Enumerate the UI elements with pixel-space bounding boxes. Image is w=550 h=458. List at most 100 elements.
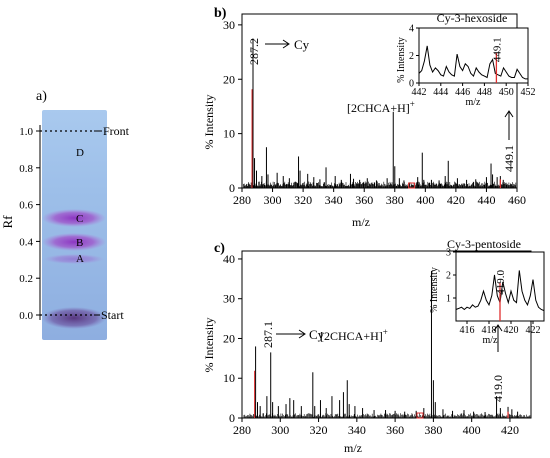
spectrum-c-cy-label: Cy bbox=[309, 327, 325, 342]
spectrum-c-matrix-label: [2CHCA+H]+ bbox=[320, 327, 388, 343]
tlc-tick-label: 0.4 bbox=[19, 236, 33, 248]
spectrum-c-matrix-sup: + bbox=[383, 327, 388, 337]
spectrum-b-cy-label: Cy bbox=[294, 37, 310, 52]
spectrum-b-matrix-label: [2CHCA+H]+ bbox=[347, 99, 415, 115]
spectrum-c-up-arrowhead bbox=[493, 324, 503, 332]
spectrum-b-inset-ytick-label: 4 bbox=[409, 24, 414, 35]
spectrum-c-ytick-label: 20 bbox=[223, 331, 235, 345]
spectrum-c-xtick-label: 300 bbox=[271, 423, 289, 437]
spectrum-b-inset-frame bbox=[418, 27, 529, 84]
spectrum-c-inset-xtick-label: 420 bbox=[504, 325, 519, 336]
spectrum-b-matrix-text: [2CHCA+H] bbox=[347, 101, 410, 115]
spectrum-c-xtick-label: 400 bbox=[463, 423, 481, 437]
spectrum-c-ylabel: % Intensity bbox=[202, 318, 216, 373]
tlc-axis-label: Rf bbox=[0, 215, 15, 229]
tlc-spot-label-d: D bbox=[76, 147, 84, 159]
start-label: Start bbox=[101, 308, 124, 322]
tlc-tick-label: 0.6 bbox=[19, 200, 33, 212]
spectrum-b-marker-box bbox=[408, 182, 416, 189]
tlc-spot-c bbox=[42, 209, 106, 227]
tlc-panel-label: a) bbox=[36, 89, 47, 104]
spectrum-b-inset-xtick-label: 448 bbox=[477, 87, 492, 98]
spectrum-c-xtick-label: 340 bbox=[348, 423, 366, 437]
spectrum-b-xtick-label: 320 bbox=[294, 193, 312, 207]
tlc-tick-label: 0.2 bbox=[19, 273, 33, 285]
spectrum-c-ytick-label: 30 bbox=[223, 292, 235, 306]
spectrum-c-xtick-label: 360 bbox=[386, 423, 404, 437]
spectrum-b-matrix-sup: + bbox=[410, 99, 415, 109]
spectrum-c-matrix-text: [2CHCA+H] bbox=[320, 329, 383, 343]
spectrum-b-xtick-label: 360 bbox=[355, 193, 373, 207]
tlc-spot-a bbox=[44, 254, 104, 264]
tlc-tick-label: 1.0 bbox=[19, 126, 33, 138]
spectrum-c-target-peak-label: 419.0 bbox=[491, 375, 505, 402]
spectrum-b-xtick-label: 420 bbox=[447, 193, 465, 207]
spectrum-c-arrowhead-cy bbox=[298, 329, 306, 339]
spectrum-c-inset-xtick-label: 422 bbox=[526, 325, 541, 336]
spectrum-c-ytick-label: 0 bbox=[229, 411, 235, 425]
spectrum-c-panel: c) 280 300 320 340 360 380 400 420 0 10 20 30 40 m/z… bbox=[202, 237, 545, 455]
tlc-spot-label-b: B bbox=[76, 237, 83, 249]
spectrum-b-panel: b) 280 300 320 340 360 380 400 420 440 4600102030… bbox=[202, 6, 536, 229]
spectrum-b-xtick-label: 280 bbox=[233, 193, 251, 207]
spectrum-b-arrowhead-cy bbox=[282, 39, 290, 49]
spectrum-c-inset-title: Cy-3-pentoside bbox=[447, 237, 521, 251]
tlc-tick-label: 0.8 bbox=[19, 163, 33, 175]
spectrum-b-inset-title: Cy-3-hexoside bbox=[437, 11, 508, 25]
spectrum-b-up-arrowhead bbox=[504, 110, 514, 118]
spectrum-b-xlabel: m/z bbox=[352, 215, 370, 229]
spectrum-b-inset-highlight-label: 449.1 bbox=[491, 37, 503, 62]
tlc-panel: a) Rf 1.0 0.8 0.6 0.4 0.2 0.0 Front Start D C… bbox=[0, 89, 130, 340]
spectrum-b-ylabel: % Intensity bbox=[202, 95, 216, 150]
spectrum-c-marker-box bbox=[416, 412, 424, 419]
spectrum-b-ytick-label: 0 bbox=[229, 181, 235, 195]
spectrum-b-ytick-label: 10 bbox=[223, 127, 235, 141]
tlc-spot-b bbox=[42, 233, 106, 251]
spectrum-b-label: b) bbox=[214, 6, 227, 21]
spectrum-c-inset-ytick-label: 2 bbox=[446, 271, 451, 282]
spectrum-c-plot-frame bbox=[241, 250, 532, 419]
spectrum-c-xtick-label: 420 bbox=[501, 423, 519, 437]
spectrum-b-inset-xlabel: m/z bbox=[466, 97, 482, 108]
spectrum-c-inset-xlabel: m/z bbox=[483, 335, 499, 346]
spectrum-b-inset-xtick-label: 442 bbox=[412, 87, 427, 98]
spectrum-b-baseline-noise bbox=[243, 181, 517, 188]
spectrum-b-inset-xtick-label: 452 bbox=[521, 87, 536, 98]
spectrum-b-xtick-label: 340 bbox=[325, 193, 343, 207]
spectrum-b-target-peak-label: 449.1 bbox=[502, 145, 516, 172]
spectrum-c-inset-ytick-label: 1 bbox=[446, 294, 451, 305]
spectrum-c-xlabel: m/z bbox=[344, 441, 362, 455]
tlc-start-spot bbox=[42, 307, 106, 329]
spectrum-c-inset-highlight-label: 419.0 bbox=[495, 270, 507, 295]
spectrum-b-inset-trace bbox=[418, 45, 528, 80]
spectrum-c-inset-xtick-label: 418 bbox=[482, 325, 497, 336]
spectrum-c-xtick-label: 320 bbox=[310, 423, 328, 437]
spectrum-c-inset-ytick-label: 3 bbox=[446, 248, 451, 259]
spectrum-c-ytick-label: 40 bbox=[223, 252, 235, 266]
tlc-spot-label-a: A bbox=[76, 253, 84, 265]
spectrum-b-xtick-label: 400 bbox=[416, 193, 434, 207]
spectrum-b-xtick-label: 300 bbox=[264, 193, 282, 207]
spectrum-c-label: c) bbox=[214, 241, 225, 256]
spectrum-b-main-peak-label: 287.2 bbox=[247, 38, 261, 65]
spectrum-b-xtick-label: 440 bbox=[477, 193, 495, 207]
tlc-tick-label: 0.0 bbox=[19, 310, 33, 322]
spectrum-b-inset-ylabel: % Intensity bbox=[396, 37, 407, 83]
spectrum-b-xtick-label: 460 bbox=[508, 193, 526, 207]
spectrum-b-inset-ytick-label: 2 bbox=[409, 51, 414, 62]
spectrum-c-xtick-label: 280 bbox=[233, 423, 251, 437]
spectrum-b-ytick-label: 30 bbox=[223, 18, 235, 32]
tlc-spot-label-c: C bbox=[76, 213, 83, 225]
spectrum-b-ytick-label: 20 bbox=[223, 72, 235, 86]
spectrum-b-xtick-label: 380 bbox=[386, 193, 404, 207]
spectrum-c-xtick-label: 380 bbox=[424, 423, 442, 437]
spectrum-b-inset-xtick-label: 450 bbox=[499, 87, 514, 98]
spectrum-c-baseline-noise bbox=[243, 413, 531, 418]
spectrum-c-main-peak-label: 287.1 bbox=[261, 321, 275, 348]
spectrum-c-ytick-label: 10 bbox=[223, 371, 235, 385]
spectrum-b-inset-ytick-label: 0 bbox=[409, 79, 414, 90]
spectrum-c-inset-ylabel: % Intensity bbox=[429, 267, 440, 313]
spectrum-b-inset-xtick-label: 446 bbox=[455, 87, 470, 98]
front-label: Front bbox=[103, 124, 130, 138]
